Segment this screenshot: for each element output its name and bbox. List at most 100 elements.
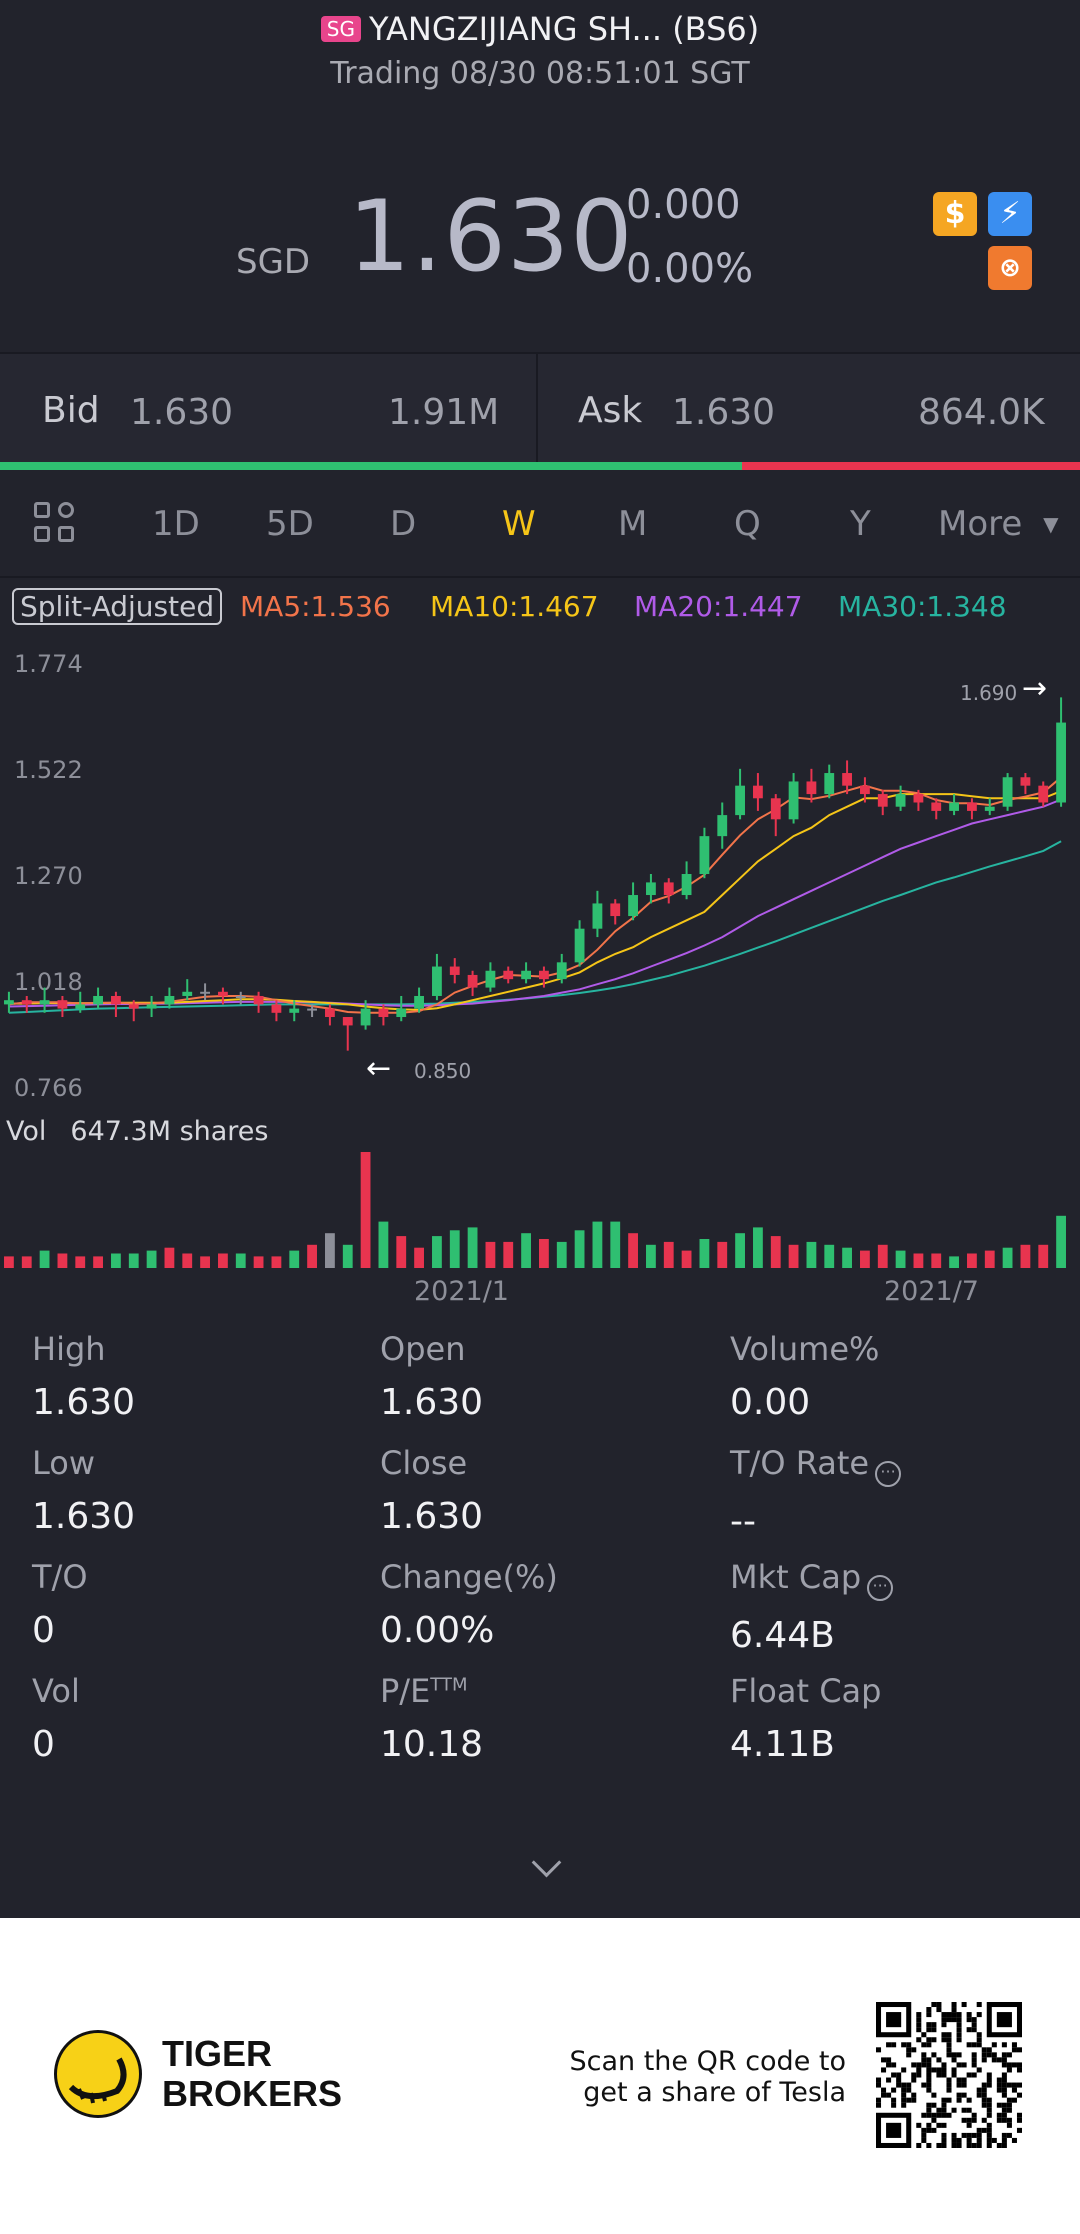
stat-label: P/E [380,1672,431,1710]
stat-label: Mkt Cap [730,1558,862,1596]
stock-title[interactable]: SG YANGZIJIANG SH... (BS6) [0,10,1080,48]
candle [699,827,710,879]
volume-bar [360,1152,371,1268]
volume-bar [271,1256,282,1268]
bid-ask-bar: Bid 1.630 1.91M Ask 1.630 864.0K [0,352,1080,466]
stat-pe: P/ETTM 10.18 [380,1672,483,1765]
chevron-down-icon[interactable] [531,1847,562,1878]
candle [289,1000,300,1022]
ma-legend: Split-Adjusted MA5:1.536 MA10:1.467 MA20… [0,588,1080,628]
volume-bar [628,1233,638,1268]
tiger-logo-icon [54,2030,142,2118]
volume-bar [646,1244,656,1268]
volume-bar [503,1241,514,1268]
dollar-icon[interactable]: $ [933,192,977,236]
tab-1d[interactable]: 1D [152,504,200,544]
tab-w[interactable]: W [502,504,536,544]
volume-bar [485,1241,496,1268]
volume-bar [342,1244,353,1268]
layout-grid-icon[interactable] [34,502,78,546]
stat-volume-percent: Volume% 0.00 [730,1330,879,1423]
volume-bar [610,1221,621,1268]
stat-value: 0.00 [730,1382,811,1423]
tab-m[interactable]: M [618,504,648,544]
candle [200,983,210,1001]
trade-signal-icon[interactable]: ⊗ [988,246,1032,290]
stat-value: 0 [32,1610,55,1651]
candle [1056,697,1066,807]
stat-value: -- [730,1501,756,1542]
volume-bar [218,1253,228,1268]
price-change-percent: 0.00% [626,246,754,292]
volume-bar [128,1253,139,1268]
candle [432,953,442,1001]
volume-bar [146,1250,157,1268]
candle [396,995,407,1022]
volume-legend: Vol 647.3M shares [6,1116,269,1147]
ask-price: 1.630 [672,392,776,433]
split-adjusted-toggle[interactable]: Split-Adjusted [12,588,223,625]
candle [378,1004,389,1026]
candle [4,991,14,1013]
candle [610,899,621,925]
volume-bar [1002,1247,1013,1268]
stat-close: Close 1.630 [380,1444,483,1537]
volume-bar [432,1236,442,1268]
volume-bar [753,1227,763,1268]
volume-bar [895,1250,906,1268]
info-icon[interactable]: ··· [867,1575,894,1601]
volume-bar [984,1250,995,1268]
volume-bar [735,1233,745,1268]
tab-more[interactable]: More ▼ [938,504,1059,544]
candle [895,785,906,811]
candle [967,798,977,820]
candle [877,789,888,816]
brand-line-1: TIGER [162,2033,273,2074]
y-tick-label: 1.270 [14,862,83,890]
candle [681,861,692,900]
stat-open: Open 1.630 [380,1330,483,1423]
ask-label: Ask [578,390,643,431]
volume-bar [307,1244,317,1268]
volume-bar [378,1221,389,1268]
bid-price: 1.630 [130,392,234,433]
candle [1038,781,1049,807]
stat-market-cap: Mkt Cap ··· 6.44B [730,1558,894,1656]
ma10-label: MA10:1.467 [430,590,599,623]
candle [342,1017,353,1051]
bid-size: 1.91M [388,392,500,433]
stat-value: 1.630 [380,1496,484,1537]
candle [414,987,424,1013]
stat-value: 10.18 [380,1724,484,1765]
info-icon[interactable]: ··· [875,1461,902,1487]
stat-label: Volume% [730,1330,880,1368]
stat-label: Change(%) [380,1558,558,1596]
ma10-line [8,790,1062,1011]
candle [467,970,478,996]
stat-label: Vol [32,1672,80,1710]
tab-q[interactable]: Q [734,504,761,544]
lightning-icon[interactable]: ⚡ [988,192,1032,236]
stat-value: 6.44B [730,1615,835,1656]
tab-d[interactable]: D [390,504,417,544]
ask-ratio-bar [742,462,1080,470]
y-tick-label: 1.018 [14,968,83,996]
candle [663,878,674,904]
volume-bar [111,1253,121,1268]
tab-5d[interactable]: 5D [266,504,314,544]
candle [574,920,585,967]
volume-bar [574,1230,585,1268]
volume-bar [4,1256,14,1268]
volume-bar [21,1256,32,1268]
price-change: 0.000 [626,182,741,228]
x-tick-label: 2021/1 [414,1276,509,1307]
stat-turnover-rate: T/O Rate ··· -- [730,1444,902,1542]
tab-y[interactable]: Y [850,504,871,544]
bid-label: Bid [42,390,100,431]
candle [485,962,496,992]
stat-low: Low 1.630 [32,1444,135,1537]
stat-change-percent: Change(%) 0.00% [380,1558,558,1651]
candle [735,768,745,820]
candle [806,768,817,803]
volume-bar [39,1250,50,1268]
